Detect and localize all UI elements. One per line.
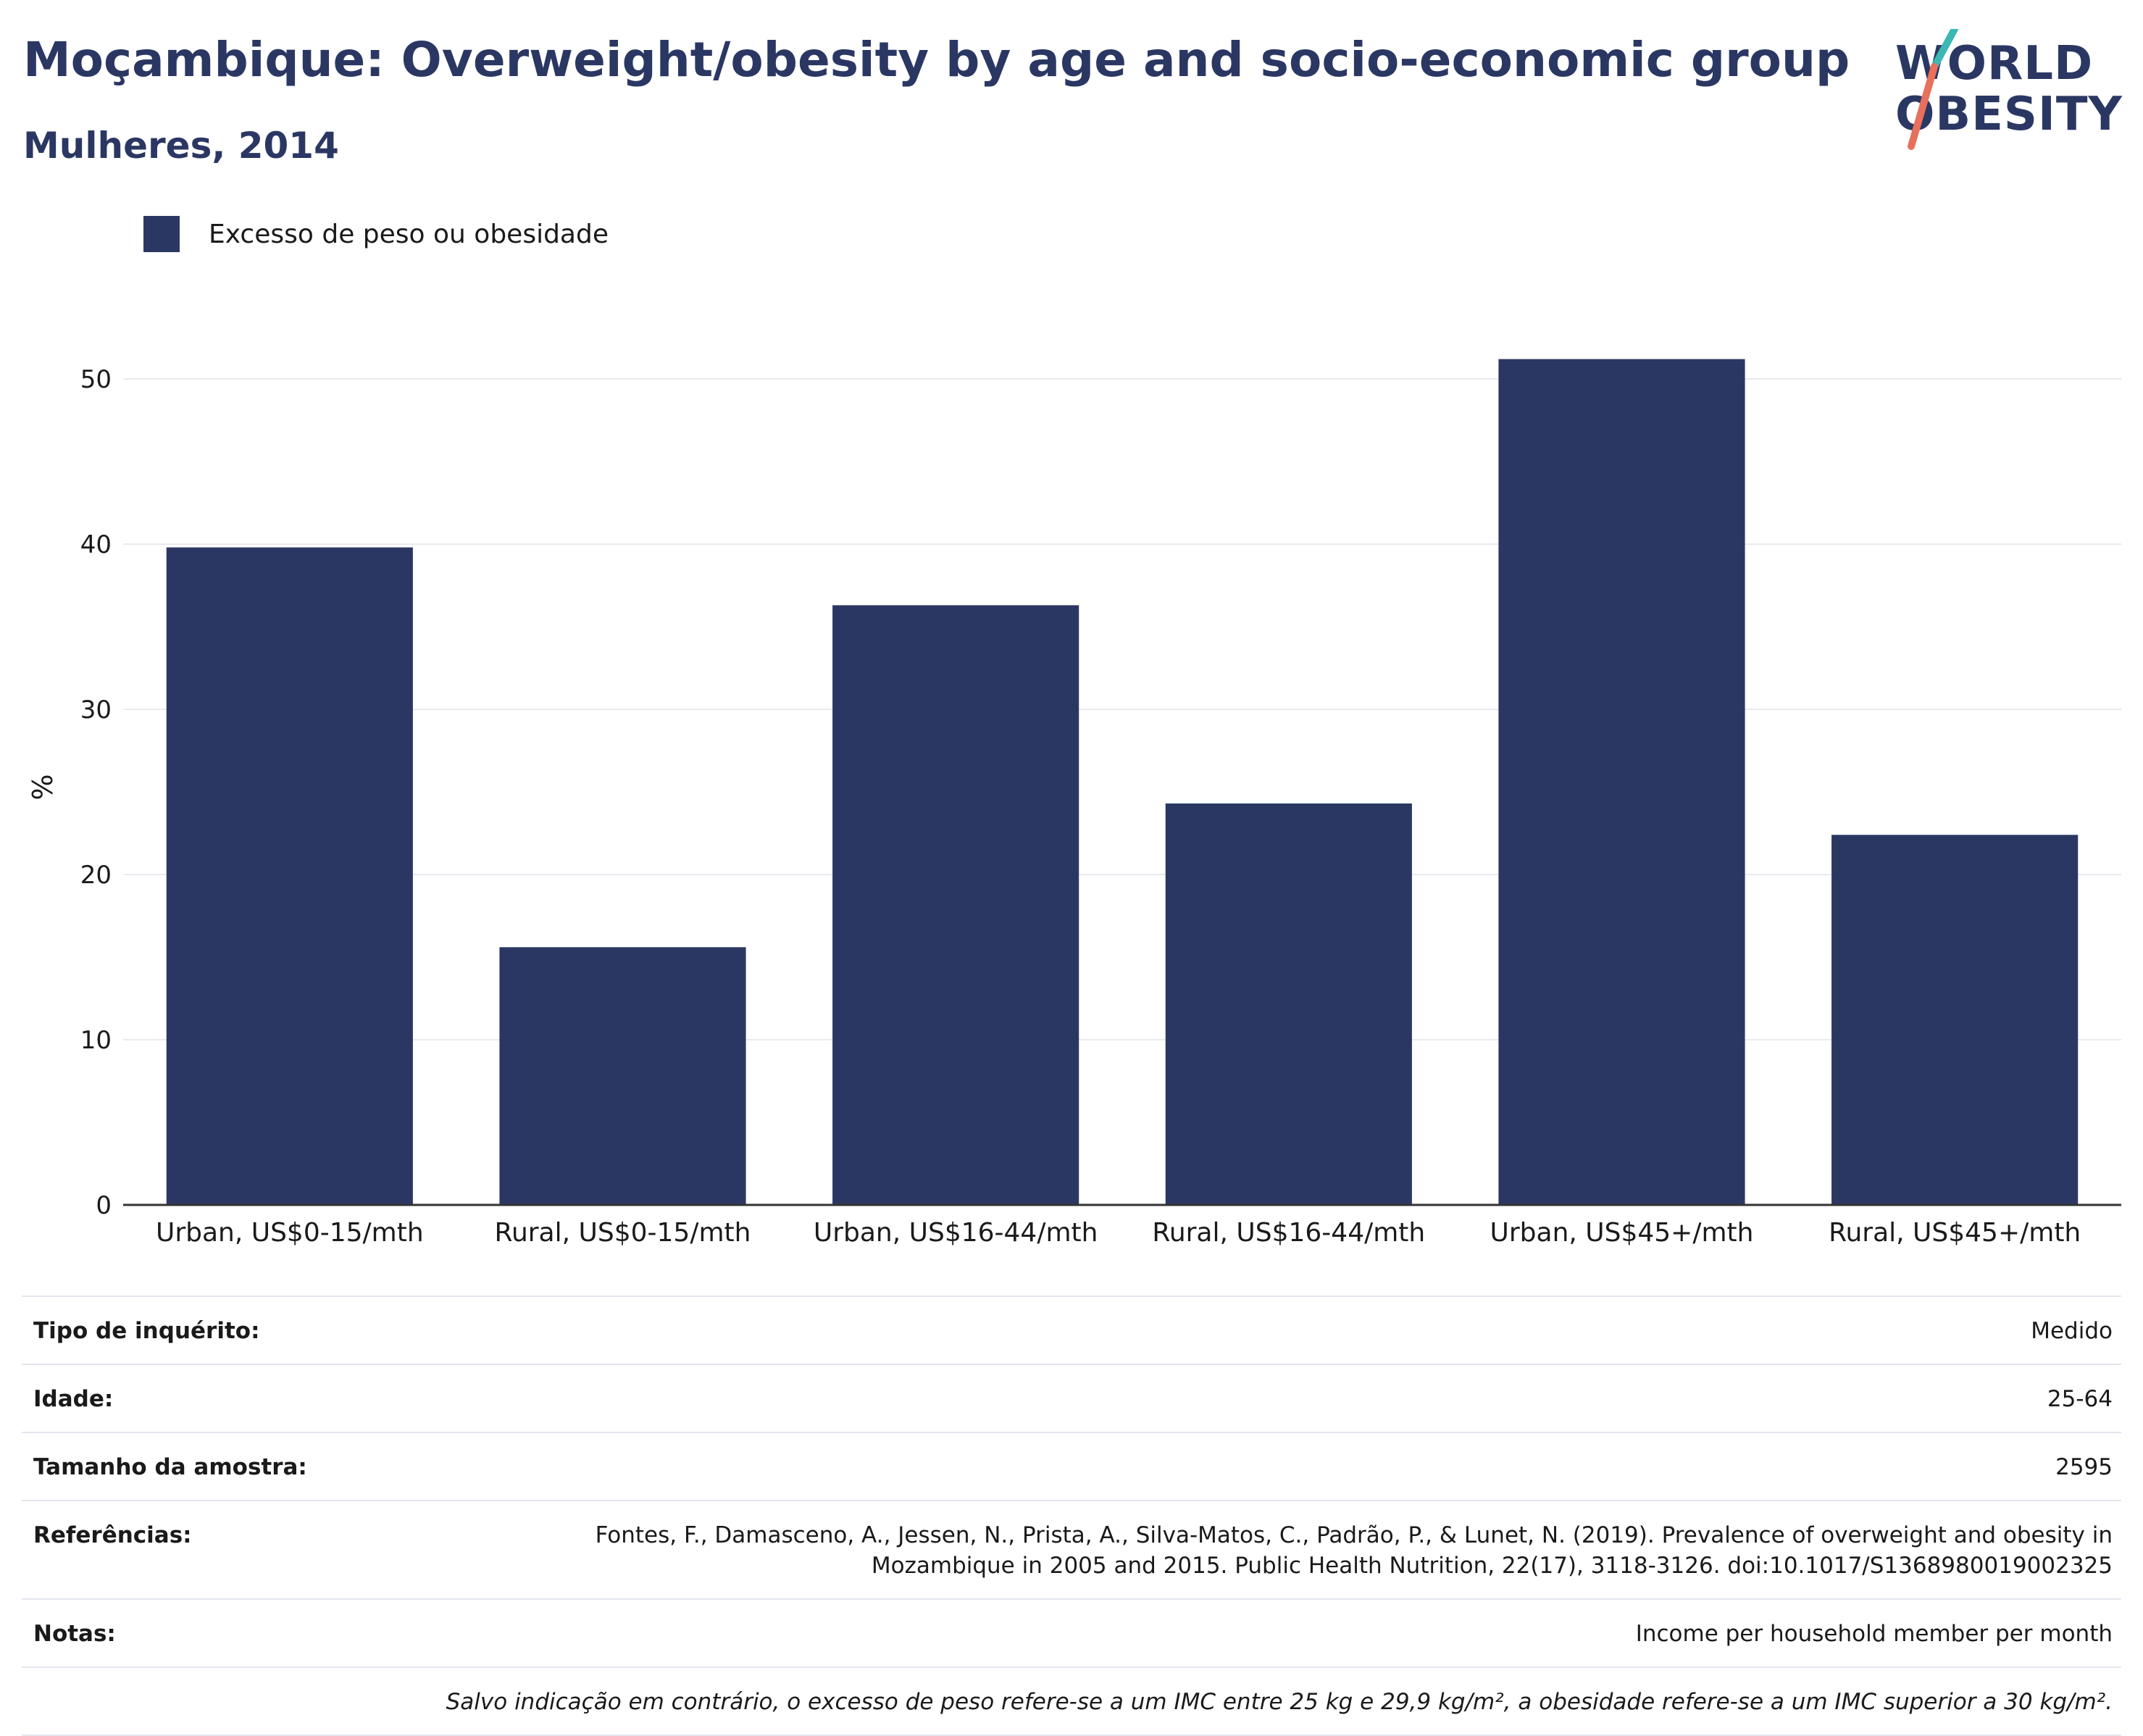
info-value: Income per household member per month bbox=[1635, 1621, 2113, 1647]
bar bbox=[166, 547, 413, 1205]
bar bbox=[499, 947, 746, 1205]
info-row: Referências: Fontes, F., Damasceno, A., J… bbox=[22, 1500, 2121, 1598]
bar-chart: 0 10 20 30 40 50% Urban, US$0-15/mth Rural, US$… bbox=[27, 359, 2121, 1248]
y-tick-label: 10 bbox=[80, 1026, 112, 1055]
bar bbox=[1498, 359, 1745, 1205]
x-tick-label: Urban, US$45+/mth bbox=[1490, 1218, 1754, 1248]
info-key: Tipo de inquérito: bbox=[33, 1318, 260, 1344]
info-row: Idade: 25-64 bbox=[22, 1364, 2121, 1432]
bar bbox=[1831, 835, 2079, 1205]
info-row: Tamanho da amostra: 2595 bbox=[22, 1432, 2121, 1500]
y-tick-label: 20 bbox=[80, 861, 112, 890]
info-key: Idade: bbox=[33, 1386, 114, 1412]
y-tick-label: 0 bbox=[96, 1191, 112, 1220]
y-tick-label: 30 bbox=[80, 696, 112, 725]
x-tick-label: Urban, US$16-44/mth bbox=[814, 1218, 1098, 1248]
page-subtitle: Mulheres, 2014 bbox=[23, 125, 339, 167]
info-value: 2595 bbox=[2055, 1454, 2113, 1480]
footnote: Salvo indicação em contrário, o excesso … bbox=[22, 1666, 2121, 1736]
info-key: Notas: bbox=[33, 1621, 116, 1647]
info-value: 25-64 bbox=[2047, 1386, 2113, 1412]
legend-label: Excesso de peso ou obesidade bbox=[209, 219, 609, 249]
x-tick-label: Rural, US$0-15/mth bbox=[495, 1218, 751, 1248]
info-row: Notas: Income per household member per mo… bbox=[22, 1598, 2121, 1666]
info-value: Medido bbox=[2031, 1318, 2113, 1344]
world-obesity-logo: WORLD OBESITY bbox=[1869, 29, 2130, 152]
y-axis-label: % bbox=[27, 774, 59, 800]
chart-legend: Excesso de peso ou obesidade bbox=[143, 214, 609, 254]
page-title: Moçambique: Overweight/obesity by age an… bbox=[23, 32, 1850, 88]
bar bbox=[1165, 803, 1412, 1205]
info-key: Referências: bbox=[33, 1522, 192, 1548]
y-tick-label: 50 bbox=[80, 365, 112, 394]
logo-word-2: OBESITY bbox=[1895, 88, 2123, 141]
info-table: Tipo de inquérito: Medido Idade: 25-64 Taman… bbox=[22, 1295, 2121, 1736]
info-row: Tipo de inquérito: Medido bbox=[22, 1295, 2121, 1364]
info-value: Fontes, F., Damasceno, A., Jessen, N., P… bbox=[595, 1522, 2113, 1579]
x-tick-label: Urban, US$0-15/mth bbox=[156, 1218, 424, 1248]
legend-swatch bbox=[143, 216, 180, 252]
bar bbox=[832, 605, 1079, 1205]
logo-slash-icon bbox=[1908, 29, 1958, 150]
x-tick-label: Rural, US$45+/mth bbox=[1829, 1218, 2081, 1248]
y-tick-label: 40 bbox=[80, 530, 112, 559]
info-key: Tamanho da amostra: bbox=[33, 1454, 307, 1480]
x-tick-label: Rural, US$16-44/mth bbox=[1152, 1218, 1425, 1248]
